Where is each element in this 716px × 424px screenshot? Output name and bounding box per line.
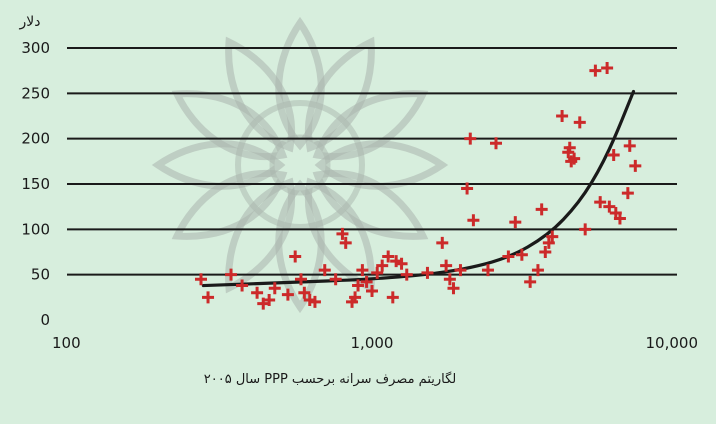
x-axis-ticks: 100 1,000 10,000 bbox=[52, 334, 698, 352]
data-point bbox=[447, 282, 460, 295]
data-point bbox=[621, 187, 634, 200]
y-axis-ticks: 0 50 100 150 200 250 300 bbox=[21, 39, 50, 329]
data-point bbox=[461, 182, 474, 195]
data-point bbox=[539, 246, 552, 258]
data-point bbox=[524, 275, 537, 288]
data-point bbox=[382, 250, 395, 263]
data-point bbox=[443, 273, 456, 286]
data-point bbox=[194, 273, 207, 286]
data-point bbox=[436, 236, 449, 249]
y-axis-label: دلار bbox=[19, 14, 41, 30]
data-points bbox=[194, 61, 642, 310]
data-point bbox=[601, 61, 614, 74]
data-point bbox=[531, 264, 544, 277]
y-tick-label: 250 bbox=[21, 84, 50, 102]
data-point bbox=[236, 279, 249, 292]
data-point bbox=[579, 223, 592, 236]
data-point bbox=[464, 132, 477, 145]
data-point bbox=[202, 291, 215, 304]
data-point bbox=[568, 152, 581, 165]
data-point bbox=[502, 250, 515, 263]
watermark-ring bbox=[235, 100, 365, 230]
x-axis-label: لگاریتم مصرف سرانه برحسب PPP سال ۲۰۰۵ bbox=[204, 371, 457, 387]
data-point bbox=[623, 139, 636, 152]
data-point bbox=[489, 137, 502, 150]
data-point bbox=[281, 288, 294, 301]
data-point bbox=[563, 141, 576, 154]
gridlines bbox=[67, 47, 677, 276]
watermark-core bbox=[269, 134, 331, 196]
data-point bbox=[356, 264, 369, 277]
data-point bbox=[421, 266, 434, 279]
y-tick-label: 200 bbox=[21, 130, 50, 148]
data-point bbox=[629, 159, 642, 172]
data-point bbox=[289, 250, 302, 263]
data-point bbox=[339, 236, 352, 249]
data-point bbox=[386, 291, 399, 304]
y-tick-label: 300 bbox=[21, 39, 50, 57]
data-point bbox=[556, 110, 569, 122]
x-tick-label: 100 bbox=[52, 334, 81, 352]
data-point bbox=[509, 216, 522, 229]
data-point bbox=[294, 273, 307, 286]
data-point bbox=[589, 64, 602, 77]
data-point bbox=[515, 248, 528, 261]
data-point bbox=[298, 286, 311, 299]
data-point bbox=[400, 268, 413, 281]
y-tick-label: 150 bbox=[21, 175, 50, 193]
y-tick-label: 100 bbox=[21, 220, 50, 238]
y-tick-label: 50 bbox=[31, 266, 50, 284]
data-point bbox=[607, 148, 620, 161]
data-point bbox=[467, 214, 480, 227]
data-point bbox=[535, 203, 548, 216]
data-point bbox=[329, 273, 342, 286]
data-point bbox=[613, 212, 626, 225]
trend-curve bbox=[201, 89, 636, 288]
data-point bbox=[366, 284, 378, 297]
data-point bbox=[336, 227, 349, 240]
data-point bbox=[573, 116, 586, 129]
data-point bbox=[318, 264, 331, 277]
data-point bbox=[308, 295, 321, 308]
data-point bbox=[376, 259, 389, 272]
data-point bbox=[395, 257, 408, 270]
data-point bbox=[542, 236, 555, 249]
y-tick-label: 0 bbox=[40, 311, 50, 329]
data-point bbox=[594, 196, 607, 209]
x-tick-label: 10,000 bbox=[646, 334, 699, 352]
data-point bbox=[360, 275, 373, 288]
data-point bbox=[440, 259, 453, 272]
data-point bbox=[481, 264, 494, 277]
data-point bbox=[546, 230, 559, 243]
data-point bbox=[454, 264, 467, 277]
data-point bbox=[371, 266, 384, 279]
data-point bbox=[225, 268, 238, 281]
data-point bbox=[603, 200, 616, 213]
data-point bbox=[268, 282, 281, 295]
data-point bbox=[349, 291, 362, 304]
x-tick-label: 1,000 bbox=[351, 334, 394, 352]
data-point bbox=[251, 286, 264, 299]
data-point bbox=[263, 294, 276, 307]
data-point bbox=[352, 279, 365, 292]
